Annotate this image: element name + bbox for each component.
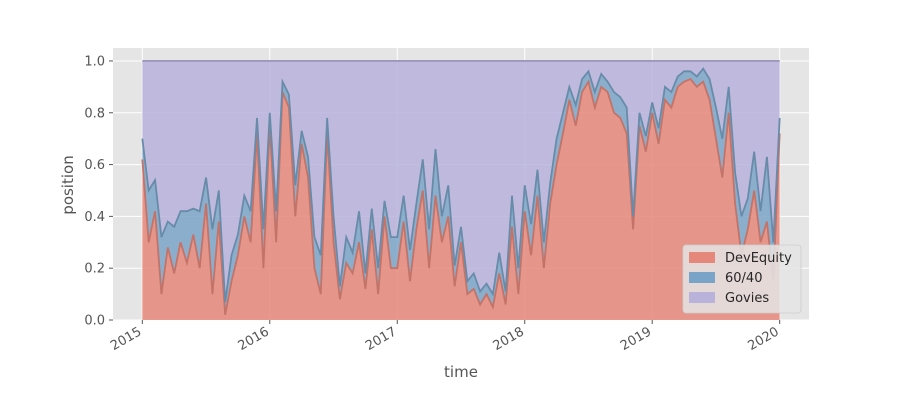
- legend-entry: Govies: [725, 291, 769, 306]
- legend-entry: DevEquity: [725, 251, 792, 266]
- x-tick-label: 2018: [491, 324, 527, 354]
- legend: DevEquity 60/40 Govies: [682, 244, 802, 314]
- y-tick-label: 0.0: [84, 314, 105, 329]
- line-devequity: [141, 78, 781, 315]
- x-tick-label: 2020: [746, 324, 782, 354]
- area-devequity: [142, 79, 780, 320]
- y-tick-label: 0.2: [84, 262, 105, 277]
- legend-swatch: [689, 272, 715, 283]
- y-tick-label: 0.4: [84, 210, 105, 225]
- x-tick-label: 2015: [108, 324, 144, 354]
- legend-swatch: [689, 252, 715, 263]
- line-60-40: [141, 67, 781, 302]
- area-govies: [142, 60, 780, 302]
- area-layer: [142, 60, 780, 320]
- x-axis-label: time: [444, 363, 478, 381]
- y-tick-label: 0.8: [84, 106, 105, 121]
- y-tick-label: 0.6: [84, 158, 105, 173]
- legend-entry: 60/40: [725, 271, 762, 286]
- line-layer: [141, 60, 781, 315]
- x-tick-label: 2017: [363, 324, 399, 354]
- x-tick-label: 2016: [236, 324, 272, 354]
- x-tick-label: 2019: [618, 324, 654, 354]
- y-tick-label: 1.0: [84, 54, 105, 69]
- y-axis-label: position: [59, 155, 77, 214]
- legend-swatch: [689, 292, 715, 303]
